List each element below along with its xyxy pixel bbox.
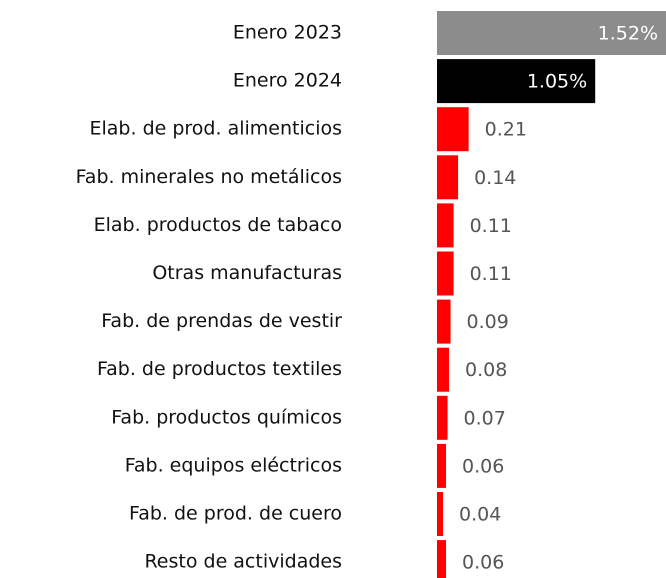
bar xyxy=(437,492,444,536)
value-label: 0.09 xyxy=(467,311,509,333)
bar xyxy=(437,443,447,488)
bar xyxy=(437,347,450,392)
value-label: 0.08 xyxy=(465,359,507,381)
category-label: Fab. minerales no metálicos xyxy=(76,166,342,188)
bar xyxy=(437,155,459,200)
category-label: Enero 2024 xyxy=(233,70,342,92)
category-label: Fab. equipos eléctricos xyxy=(125,454,342,476)
bar xyxy=(437,107,469,152)
bar xyxy=(437,203,454,248)
category-label: Fab. de prendas de vestir xyxy=(101,310,342,332)
bar xyxy=(437,540,447,578)
value-label: 0.04 xyxy=(459,504,501,526)
bar xyxy=(437,11,666,55)
value-label: 0.11 xyxy=(470,263,512,285)
value-label: 0.11 xyxy=(470,215,512,237)
value-label: 1.05% xyxy=(527,71,587,93)
category-label: Fab. de productos textiles xyxy=(97,358,342,380)
category-label: Elab. productos de tabaco xyxy=(94,214,342,236)
value-label: 0.06 xyxy=(462,552,504,574)
bar xyxy=(437,59,596,104)
category-label: Resto de actividades xyxy=(144,551,342,573)
value-label: 0.06 xyxy=(462,455,504,477)
category-label: Fab. de prod. de cuero xyxy=(129,503,342,525)
category-label: Otras manufacturas xyxy=(152,262,342,284)
bar xyxy=(437,395,448,440)
category-label: Fab. productos químicos xyxy=(111,406,342,428)
bar xyxy=(437,251,454,296)
category-label: Elab. de prod. alimenticios xyxy=(90,118,343,140)
value-label: 1.52% xyxy=(598,23,658,45)
bar xyxy=(437,299,451,344)
value-label: 0.14 xyxy=(474,167,516,189)
category-label: Enero 2023 xyxy=(233,22,342,44)
value-label: 0.21 xyxy=(485,119,527,141)
value-label: 0.07 xyxy=(464,407,506,429)
